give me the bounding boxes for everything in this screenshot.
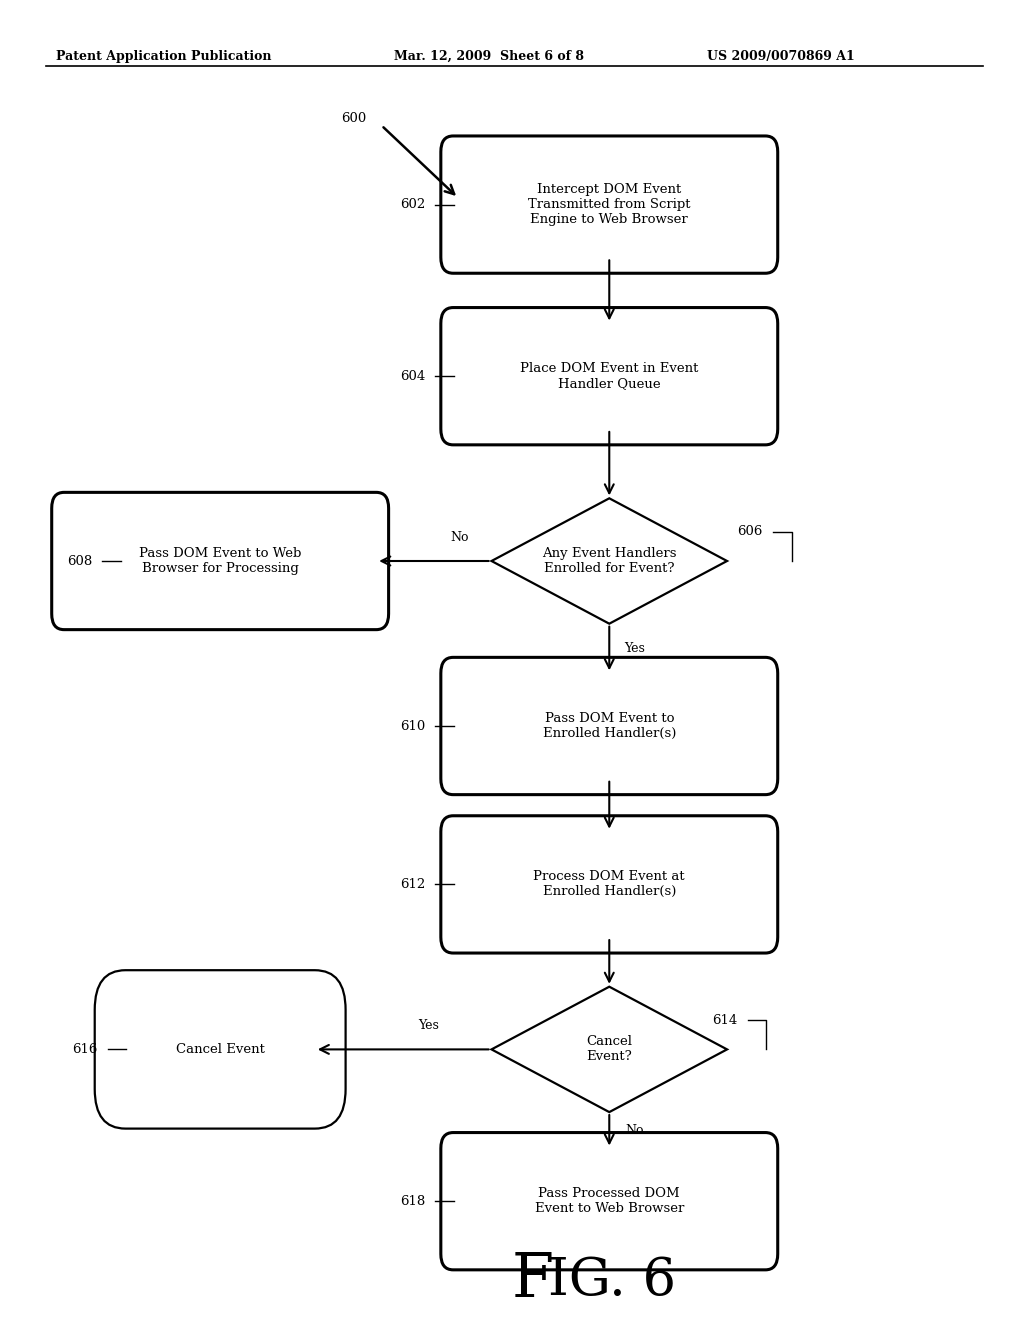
Polygon shape: [492, 499, 727, 624]
Text: Yes: Yes: [625, 642, 645, 655]
Text: Pass DOM Event to
Enrolled Handler(s): Pass DOM Event to Enrolled Handler(s): [543, 711, 676, 741]
Text: 602: 602: [399, 198, 425, 211]
Text: US 2009/0070869 A1: US 2009/0070869 A1: [707, 50, 854, 63]
Text: 616: 616: [72, 1043, 97, 1056]
Text: Process DOM Event at
Enrolled Handler(s): Process DOM Event at Enrolled Handler(s): [534, 870, 685, 899]
Text: Pass DOM Event to Web
Browser for Processing: Pass DOM Event to Web Browser for Proces…: [139, 546, 301, 576]
Text: Pass Processed DOM
Event to Web Browser: Pass Processed DOM Event to Web Browser: [535, 1187, 684, 1216]
FancyBboxPatch shape: [440, 1133, 778, 1270]
FancyBboxPatch shape: [440, 816, 778, 953]
FancyBboxPatch shape: [51, 492, 389, 630]
FancyBboxPatch shape: [440, 136, 778, 273]
Text: 618: 618: [399, 1195, 425, 1208]
Text: 604: 604: [399, 370, 425, 383]
Text: 610: 610: [399, 719, 425, 733]
Polygon shape: [492, 987, 727, 1111]
FancyBboxPatch shape: [94, 970, 346, 1129]
Text: F: F: [512, 1250, 554, 1311]
Text: No: No: [451, 531, 469, 544]
Text: Intercept DOM Event
Transmitted from Script
Engine to Web Browser: Intercept DOM Event Transmitted from Scr…: [528, 183, 690, 226]
Text: No: No: [626, 1123, 644, 1137]
Text: 612: 612: [399, 878, 425, 891]
Text: Patent Application Publication: Patent Application Publication: [56, 50, 271, 63]
Text: Mar. 12, 2009  Sheet 6 of 8: Mar. 12, 2009 Sheet 6 of 8: [394, 50, 585, 63]
Text: Place DOM Event in Event
Handler Queue: Place DOM Event in Event Handler Queue: [520, 362, 698, 391]
FancyBboxPatch shape: [440, 308, 778, 445]
Text: 608: 608: [67, 554, 92, 568]
Text: Any Event Handlers
Enrolled for Event?: Any Event Handlers Enrolled for Event?: [542, 546, 677, 576]
Text: Yes: Yes: [419, 1019, 439, 1032]
Text: 614: 614: [712, 1014, 737, 1027]
Text: 600: 600: [341, 112, 367, 125]
Text: Cancel Event: Cancel Event: [176, 1043, 264, 1056]
FancyBboxPatch shape: [440, 657, 778, 795]
Text: Cancel
Event?: Cancel Event?: [587, 1035, 632, 1064]
Text: IG. 6: IG. 6: [548, 1255, 676, 1305]
Text: 606: 606: [737, 525, 763, 539]
